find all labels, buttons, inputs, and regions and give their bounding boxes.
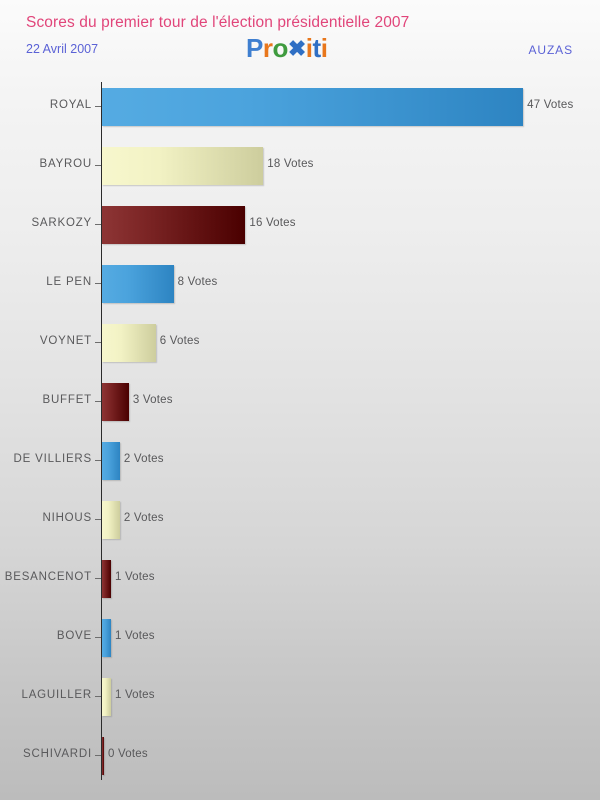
axis-tick: [95, 637, 101, 638]
bar-category-label: VOYNET: [39, 335, 92, 347]
bar[interactable]: [102, 147, 264, 185]
bar[interactable]: [102, 560, 111, 598]
axis-tick: [95, 165, 101, 166]
axis-tick: [95, 401, 101, 402]
page-title: Scores du premier tour de l'élection pré…: [26, 14, 410, 31]
bar-row: LE PEN 8 Votes: [0, 265, 600, 303]
logo-letter-3: ✖: [287, 36, 306, 61]
bar-row: NIHOUS 2 Votes: [0, 501, 600, 539]
bar-value-label: 1 Votes: [114, 630, 155, 642]
axis-tick: [95, 460, 101, 461]
bar-category-label: NIHOUS: [42, 512, 92, 524]
bar-category-label: SARKOZY: [31, 217, 92, 229]
bar[interactable]: [102, 88, 524, 126]
commune-name: AUZAS: [528, 43, 573, 57]
logo-letter-2: o: [272, 33, 288, 63]
bar-value-label: 16 Votes: [249, 217, 296, 229]
axis-tick: [95, 519, 101, 520]
bar-category-label: ROYAL: [49, 99, 92, 111]
logo-letter-6: i: [320, 33, 328, 63]
bar[interactable]: [102, 206, 246, 244]
bar-row: ROYAL 47 Votes: [0, 88, 600, 126]
axis-tick: [95, 342, 101, 343]
bar-value-label: 18 Votes: [267, 158, 314, 170]
bar-row: SARKOZY 16 Votes: [0, 206, 600, 244]
proxiti-logo: Pro✖iti: [246, 33, 328, 63]
axis-tick: [95, 755, 101, 756]
bar-category-label: DE VILLIERS: [13, 453, 92, 465]
logo-letter-0: P: [246, 33, 263, 63]
bar-row: VOYNET 6 Votes: [0, 324, 600, 362]
plot-area: ROYAL 47 Votes BAYROU 18 Votes SARKOZY 16 Vot…: [0, 80, 600, 800]
bar-value-label: 3 Votes: [132, 394, 173, 406]
axis-tick: [95, 283, 101, 284]
bar-value-label: 8 Votes: [177, 276, 218, 288]
election-date: 22 Avril 2007: [26, 42, 99, 56]
logo-letter-5: t: [312, 33, 322, 63]
bar-category-label: LAGUILLER: [21, 689, 92, 701]
bar[interactable]: [102, 619, 111, 657]
bar[interactable]: [102, 501, 120, 539]
bar-row: BUFFET 3 Votes: [0, 383, 600, 421]
chart-header: Scores du premier tour de l'élection pré…: [0, 0, 600, 80]
bar-value-label: 1 Votes: [114, 689, 155, 701]
axis-tick: [95, 224, 101, 225]
bar-value-label: 0 Votes: [108, 748, 148, 760]
axis-tick: [95, 578, 101, 579]
bar-category-label: LE PEN: [46, 276, 92, 288]
logo-letter-4: i: [305, 33, 313, 63]
bar-row: BAYROU 18 Votes: [0, 147, 600, 185]
y-axis-line: [101, 82, 102, 780]
bar-row: BOVE 1 Votes: [0, 619, 600, 657]
axis-tick: [95, 696, 101, 697]
bar-value-label: 47 Votes: [527, 99, 574, 111]
bar-category-label: BAYROU: [39, 158, 92, 170]
bar[interactable]: [102, 737, 104, 775]
bar[interactable]: [102, 442, 120, 480]
bar-value-label: 2 Votes: [123, 512, 164, 524]
bar-category-label: BUFFET: [42, 394, 92, 406]
bar-value-label: 6 Votes: [159, 335, 200, 347]
axis-tick: [95, 106, 101, 107]
bar[interactable]: [102, 324, 156, 362]
bar-row: SCHIVARDI 0 Votes: [0, 737, 600, 775]
bar[interactable]: [102, 383, 129, 421]
logo-letter-1: r: [262, 33, 273, 63]
bar-category-label: BESANCENOT: [4, 571, 92, 583]
bar-value-label: 1 Votes: [114, 571, 155, 583]
bar-row: BESANCENOT 1 Votes: [0, 560, 600, 598]
bar-row: DE VILLIERS 2 Votes: [0, 442, 600, 480]
bar-category-label: SCHIVARDI: [23, 748, 92, 760]
bar-row: LAGUILLER 1 Votes: [0, 678, 600, 716]
bar-value-label: 2 Votes: [123, 453, 164, 465]
bar-category-label: BOVE: [56, 630, 92, 642]
bar[interactable]: [102, 265, 174, 303]
bar[interactable]: [102, 678, 111, 716]
